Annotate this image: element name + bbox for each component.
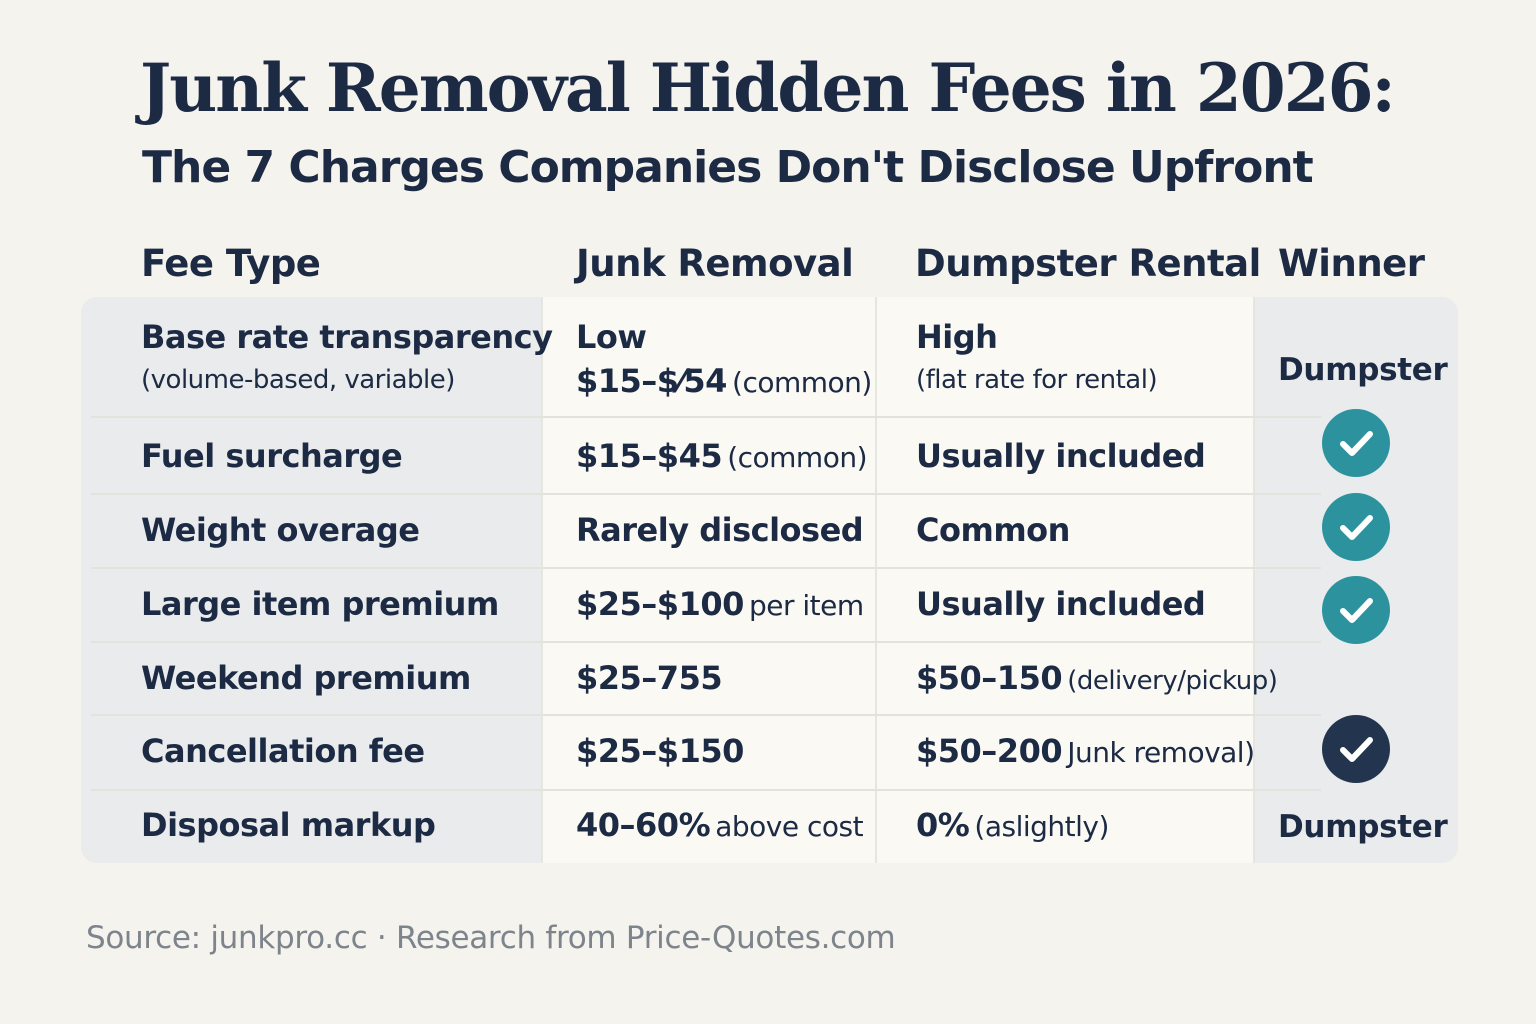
dumpster-cost: 0% (aslightly) <box>916 805 1109 845</box>
header-winner: Winner <box>1278 242 1425 285</box>
dumpster-cost-value: $50–150 <box>916 659 1063 697</box>
junk-cost-value: $15–$45 <box>576 437 723 475</box>
check-icon <box>1322 715 1390 783</box>
junk-cost: $15–$45 (common) <box>576 436 867 476</box>
junk-cost-note: above cost <box>715 810 864 843</box>
dumpster-column-background <box>877 297 1253 863</box>
page-subtitle: The 7 Charges Companies Don't Disclose U… <box>142 142 1314 193</box>
dumpster-cost: $50–150 (delivery/pickup) <box>916 658 1278 699</box>
dumpster-cost-note: Junk removal) <box>1067 736 1255 769</box>
dumpster-cost-value: $50–200 <box>916 732 1063 770</box>
fee-note: (volume-based, variable) <box>141 365 455 395</box>
junk-cost-value: $15–$⁄54 <box>576 362 727 400</box>
junk-cost-note: (common) <box>727 441 867 474</box>
dumpster-rating: High <box>916 318 998 356</box>
dumpster-cost: Common <box>916 511 1070 549</box>
junk-cost: Rarely disclosed <box>576 511 864 549</box>
junk-cost: 40–60% above cost <box>576 805 864 845</box>
junk-cost-note: per item <box>748 589 864 622</box>
row-divider <box>91 416 1321 418</box>
junk-rating: Low <box>576 318 647 356</box>
junk-cost: $25–$100 per item <box>576 584 864 624</box>
winner-label: Dumpster <box>1278 809 1448 845</box>
dumpster-note: (flat rate for rental) <box>916 365 1158 395</box>
fee-name: Base rate transparency <box>141 318 553 356</box>
check-icon <box>1322 409 1390 477</box>
column-divider <box>1253 297 1255 863</box>
row-divider <box>91 641 1321 643</box>
winner-label: Dumpster <box>1278 352 1448 388</box>
fee-name: Weekend premium <box>141 659 471 697</box>
dumpster-cost-value: 0% <box>916 806 970 844</box>
header-fee-type: Fee Type <box>141 242 321 285</box>
junk-cost-value: 40–60% <box>576 806 711 844</box>
dumpster-cost: Usually included <box>916 437 1206 475</box>
dumpster-cost: Usually included <box>916 585 1206 623</box>
junk-cost-note: (common) <box>732 366 872 399</box>
header-dumpster-rental: Dumpster Rental <box>915 242 1261 285</box>
fee-comparison-table: Base rate transparency (volume-based, va… <box>81 297 1458 863</box>
fee-name: Disposal markup <box>141 806 436 844</box>
fee-name: Fuel surcharge <box>141 437 403 475</box>
check-icon <box>1322 576 1390 644</box>
junk-cost: $25–$150 <box>576 732 744 770</box>
fee-name: Cancellation fee <box>141 732 425 770</box>
fee-name: Weight overage <box>141 511 420 549</box>
dumpster-cost: $50–200 Junk removal) <box>916 731 1255 771</box>
junk-cost: $25–755 <box>576 659 723 697</box>
row-divider <box>91 493 1321 495</box>
row-divider <box>91 567 1321 569</box>
source-credit: Source: junkpro.cc · Research from Price… <box>86 920 896 956</box>
header-junk-removal: Junk Removal <box>576 242 854 285</box>
column-divider <box>875 297 877 863</box>
junk-column-background <box>542 297 876 863</box>
fee-name: Large item premium <box>141 585 499 623</box>
check-icon <box>1322 493 1390 561</box>
row-divider <box>91 789 1321 791</box>
page-title: Junk Removal Hidden Fees in 2026: <box>140 49 1396 127</box>
junk-cost-value: $25–$100 <box>576 585 744 623</box>
dumpster-cost-note: (delivery/pickup) <box>1067 666 1278 696</box>
junk-cost: $15–$⁄54 (common) <box>576 361 872 401</box>
row-divider <box>91 714 1321 716</box>
dumpster-cost-note: (aslightly) <box>974 810 1109 843</box>
column-divider <box>541 297 543 863</box>
